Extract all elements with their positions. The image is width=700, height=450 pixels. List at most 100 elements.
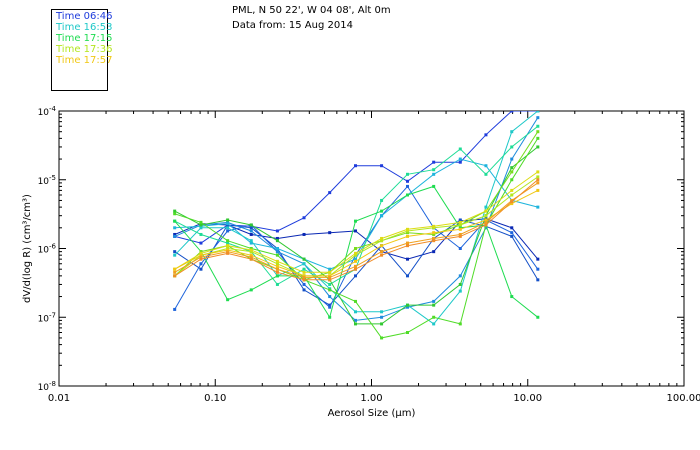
series-17-point — [249, 257, 253, 261]
series-9-point — [249, 288, 253, 292]
series-6-point — [173, 226, 177, 230]
series-line-7 — [174, 111, 539, 325]
series-5-point — [406, 305, 410, 309]
series-16-point — [484, 220, 488, 224]
series-16-point — [275, 267, 279, 271]
series-12-point — [199, 250, 203, 254]
series-17-point — [406, 244, 410, 248]
series-12-point — [354, 247, 358, 250]
series-8-point — [199, 232, 203, 236]
series-14-point — [199, 251, 203, 255]
series-14-point — [275, 259, 279, 263]
series-2-point — [249, 232, 253, 236]
series-7-point — [199, 226, 203, 230]
series-11-point — [328, 288, 332, 292]
series-17-point — [328, 278, 332, 282]
series-9-point — [406, 193, 410, 197]
series-14-point — [510, 188, 514, 192]
series-4-point — [328, 305, 332, 309]
series-10-point — [275, 239, 279, 243]
y-tick-label: 10-5 — [38, 174, 56, 187]
series-9-point — [380, 209, 384, 213]
series-10-point — [249, 223, 253, 227]
series-7-point — [536, 111, 540, 113]
series-6-point — [484, 164, 488, 168]
y-tick-label: 10-7 — [38, 311, 56, 324]
series-17-point — [354, 267, 358, 271]
series-9-point — [328, 315, 332, 319]
series-14-point — [484, 209, 488, 213]
series-15-point — [458, 227, 462, 231]
series-5-point — [249, 229, 253, 233]
series-2-point — [328, 231, 332, 235]
series-5-point — [354, 318, 358, 322]
series-15-point — [173, 267, 177, 271]
series-7-point — [458, 289, 462, 293]
x-tick-label: 1.00 — [360, 393, 382, 404]
series-2-point — [432, 250, 436, 254]
series-8-point — [432, 168, 436, 172]
series-16-point — [249, 255, 253, 259]
legend-entry: Time 16:53 — [56, 22, 113, 33]
series-16-point — [432, 236, 436, 240]
series-16-point — [328, 275, 332, 279]
series-1-point — [510, 111, 514, 113]
series-5-point — [275, 250, 279, 254]
series-3-point — [249, 226, 253, 230]
series-2-point — [354, 229, 358, 233]
series-4-point — [458, 247, 462, 250]
series-10-point — [199, 223, 203, 227]
series-8-point — [275, 282, 279, 286]
series-11-point — [173, 212, 177, 216]
series-17-point — [380, 253, 384, 257]
series-7-point — [226, 226, 230, 230]
series-15-point — [226, 248, 230, 252]
series-16-point — [406, 241, 410, 245]
series-4-point — [406, 184, 410, 188]
series-1-point — [432, 160, 436, 164]
series-15-point — [302, 274, 306, 278]
series-12-point — [432, 232, 436, 236]
series-16-point — [458, 232, 462, 236]
legend-entry: Time 17:15 — [56, 33, 113, 44]
y-axis-title: dV/d(log R) (cm³/cm³) — [22, 194, 33, 303]
series-14-point — [249, 248, 253, 252]
plot-date-subtitle: Data from: 15 Aug 2014 — [232, 20, 353, 31]
series-7-point — [249, 239, 253, 243]
series-10-point — [173, 209, 177, 213]
series-4-point — [199, 262, 203, 266]
series-2-point — [510, 226, 514, 230]
series-9-point — [510, 295, 514, 299]
series-13-point — [226, 247, 230, 250]
series-17-point — [458, 234, 462, 238]
legend-entry: Time 17:57 — [56, 55, 113, 66]
series-16-point — [536, 181, 540, 185]
series-11-point — [226, 239, 230, 243]
series-1-point — [328, 191, 332, 195]
series-14-point — [354, 251, 358, 255]
series-7-point — [354, 310, 358, 314]
series-16-point — [199, 255, 203, 259]
series-15-point — [536, 188, 540, 192]
series-15-point — [484, 218, 488, 222]
series-5-point — [458, 274, 462, 278]
series-9-point — [536, 315, 540, 319]
series-2-point — [536, 257, 540, 261]
series-6-point — [380, 214, 384, 218]
series-12-point — [510, 170, 514, 174]
series-1-point — [380, 164, 384, 168]
series-14-point — [536, 170, 540, 174]
series-11-point — [406, 331, 410, 335]
series-8-point — [380, 198, 384, 202]
series-9-point — [432, 184, 436, 188]
series-2-point — [275, 236, 279, 240]
series-11-point — [249, 247, 253, 250]
series-17-point — [510, 200, 514, 204]
series-line-11 — [174, 138, 539, 339]
series-8-point — [458, 147, 462, 151]
series-7-point — [510, 130, 514, 134]
series-10-point — [406, 303, 410, 307]
series-8-point — [328, 282, 332, 286]
series-6-point — [249, 241, 253, 245]
